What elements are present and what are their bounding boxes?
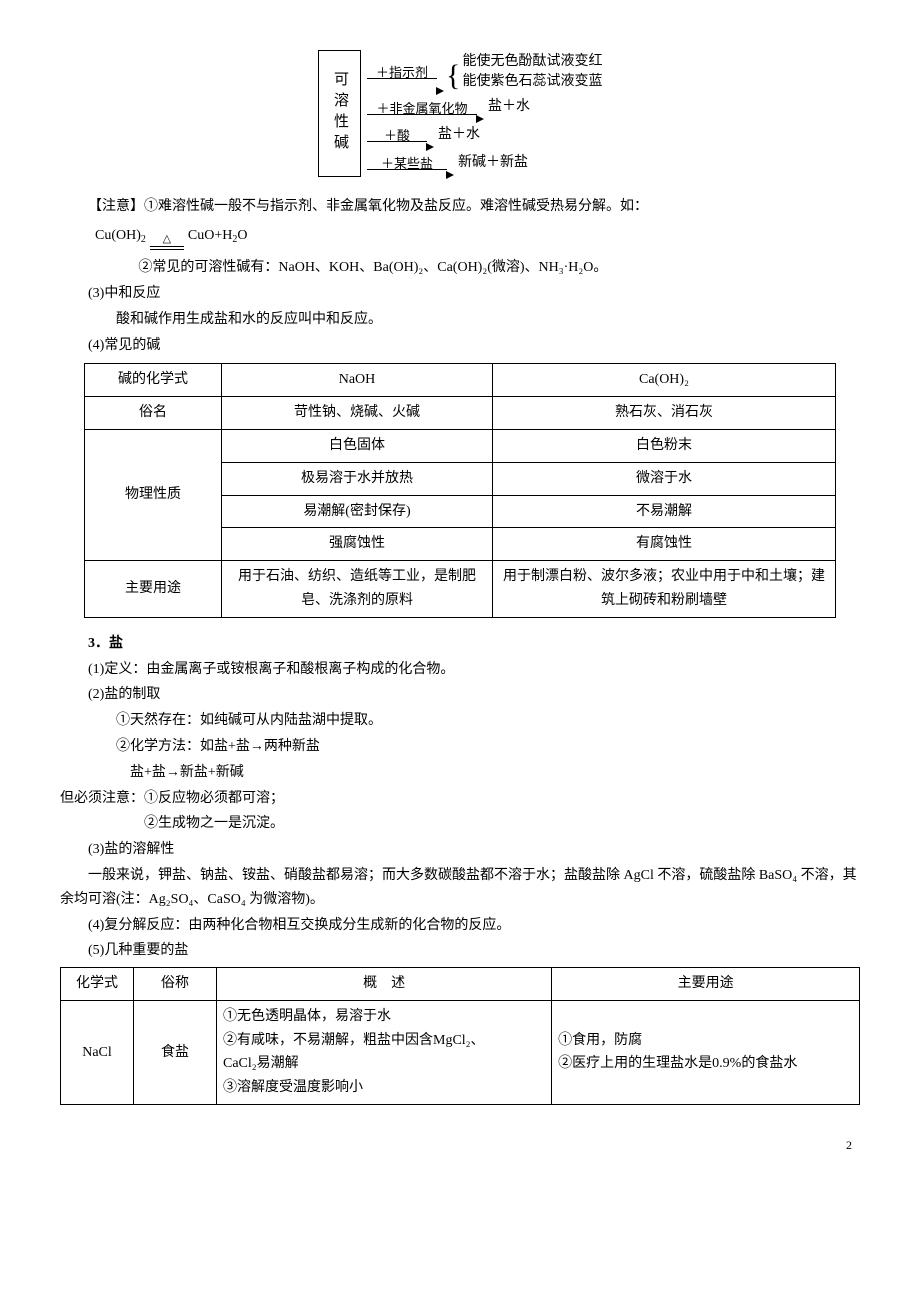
table-header: 概 述 (217, 968, 552, 1001)
table-header: NaOH (222, 364, 493, 397)
table-cell: 苛性钠、烧碱、火碱 (222, 397, 493, 430)
table-header: 俗称 (134, 968, 217, 1001)
table-cell: 易潮解(密封保存) (222, 495, 493, 528)
diagram-result: 盐＋水 (488, 95, 530, 119)
diagram-result: 新碱＋新盐 (458, 151, 528, 175)
table-cell: 极易溶于水并放热 (222, 462, 493, 495)
table-cell: 不易潮解 (492, 495, 835, 528)
base-reaction-diagram: 可溶性碱 ＋指示剂 { 能使无色酚酞试液变红 能使紫色石蕊试液变蓝 ＋非金属氧化… (60, 50, 860, 177)
table-cell: 熟石灰、消石灰 (492, 397, 835, 430)
page-number: 2 (60, 1135, 860, 1155)
note-text: NaOH、KOH、Ba(OH)₂、Ca(OH)₂(微溶)、NH₃·H₂O。 (278, 260, 607, 275)
body-text: 但必须注意：①反应物必须都可溶； (60, 787, 860, 811)
diagram-result: 能使紫色石蕊试液变蓝 (462, 72, 602, 92)
note-line: 【注意】①难溶性碱一般不与指示剂、非金属氧化物及盐反应。难溶性碱受热易分解。如： (60, 195, 860, 219)
body-text: ②化学方法：如盐+盐→两种新盐 (60, 735, 860, 759)
diagram-result: 盐＋水 (438, 123, 480, 147)
body-text: 一般来说，钾盐、钠盐、铵盐、硝酸盐都易溶；而大多数碳酸盐都不溶于水；盐酸盐除 A… (60, 864, 860, 912)
body-text: 盐+盐→新盐+新碱 (60, 761, 860, 785)
diagram-row: ＋酸 盐＋水 (367, 123, 602, 147)
equation: Cu(OH)2 △ CuO+H2O (95, 224, 860, 248)
diagram-reagent: ＋酸 (382, 125, 412, 139)
body-text: (5)几种重要的盐 (60, 939, 860, 963)
note-text: 但必须注意： (60, 791, 144, 806)
eq-lhs: Cu(OH) (95, 224, 141, 248)
subsection-title: (4)常见的碱 (60, 334, 860, 358)
body-text: ①天然存在：如纯碱可从内陆盐湖中提取。 (60, 709, 860, 733)
table-cell: 白色固体 (222, 429, 493, 462)
diagram-row: ＋非金属氧化物 盐＋水 (367, 95, 602, 119)
subsection-title: (3)中和反应 (60, 282, 860, 306)
table-cell: 用于制漂白粉、波尔多液；农业中用于中和土壤；建筑上砌砖和粉刷墙壁 (492, 561, 835, 618)
salt-table: 化学式 俗称 概 述 主要用途 NaCl 食盐 ①无色透明晶体，易溶于水 ②有咸… (60, 967, 860, 1105)
body-text: (3)盐的溶解性 (60, 838, 860, 862)
eq-rhs: CuO+H (188, 224, 232, 248)
diagram-result: 能使无色酚酞试液变红 (462, 52, 602, 72)
body-text: (1)定义：由金属离子或铵根离子和酸根离子构成的化合物。 (60, 658, 860, 682)
diagram-reagent: ＋某些盐 (379, 153, 435, 167)
arrow-icon (436, 87, 444, 95)
eq-tail: O (237, 224, 247, 248)
table-header: Ca(OH)₂ (492, 364, 835, 397)
table-cell: ①食用，防腐 ②医疗上用的生理盐水是0.9%的食盐水 (552, 1000, 860, 1104)
table-cell: NaCl (61, 1000, 134, 1104)
diagram-left-box: 可溶性碱 (318, 50, 362, 177)
note-label: 【注意】 (88, 199, 144, 214)
table-header: 化学式 (61, 968, 134, 1001)
table-header: 碱的化学式 (85, 364, 222, 397)
table-cell: 主要用途 (85, 561, 222, 618)
arrow-icon (476, 115, 484, 123)
eq-sub: 2 (141, 231, 146, 248)
diagram-row: ＋某些盐 新碱＋新盐 (367, 151, 602, 175)
brace-icon: { (446, 62, 460, 89)
arrow-icon (446, 171, 454, 179)
diagram-reagent: ＋非金属氧化物 (375, 98, 470, 112)
heading-text: 3．盐 (88, 636, 123, 651)
diagram-reagent: ＋指示剂 (374, 62, 430, 76)
diagram-row: ＋指示剂 { 能使无色酚酞试液变红 能使紫色石蕊试液变蓝 (367, 52, 602, 91)
note-text: ②常见的可溶性碱有： (138, 260, 278, 275)
table-header: 主要用途 (552, 968, 860, 1001)
table-cell: 白色粉末 (492, 429, 835, 462)
body-text: (4)复分解反应：由两种化合物相互交换成分生成新的化合物的反应。 (60, 914, 860, 938)
body-text: ②生成物之一是沉淀。 (60, 812, 860, 836)
table-cell: 俗名 (85, 397, 222, 430)
body-text: (2)盐的制取 (60, 683, 860, 707)
diagram-right-rows: ＋指示剂 { 能使无色酚酞试液变红 能使紫色石蕊试液变蓝 ＋非金属氧化物 盐＋水… (361, 50, 602, 177)
table-cell: 物理性质 (85, 429, 222, 560)
table-cell: 强腐蚀性 (222, 528, 493, 561)
note-text: ①反应物必须都可溶； (144, 791, 284, 806)
table-cell: 食盐 (134, 1000, 217, 1104)
arrow-icon (426, 143, 434, 151)
note-text: ①难溶性碱一般不与指示剂、非金属氧化物及盐反应。难溶性碱受热易分解。如： (144, 199, 648, 214)
equals-heated-icon: △ (150, 234, 184, 250)
note-line: ②常见的可溶性碱有：NaOH、KOH、Ba(OH)₂、Ca(OH)₂(微溶)、N… (60, 256, 860, 280)
table-cell: ①无色透明晶体，易溶于水 ②有咸味，不易潮解，粗盐中因含MgCl₂、 CaCl₂… (217, 1000, 552, 1104)
section-heading: 3．盐 (60, 632, 860, 656)
table-cell: 有腐蚀性 (492, 528, 835, 561)
table-cell: 微溶于水 (492, 462, 835, 495)
base-comparison-table: 碱的化学式 NaOH Ca(OH)₂ 俗名 苛性钠、烧碱、火碱 熟石灰、消石灰 … (84, 363, 836, 617)
body-text: 酸和碱作用生成盐和水的反应叫中和反应。 (60, 308, 860, 332)
table-cell: 用于石油、纺织、造纸等工业，是制肥皂、洗涤剂的原料 (222, 561, 493, 618)
